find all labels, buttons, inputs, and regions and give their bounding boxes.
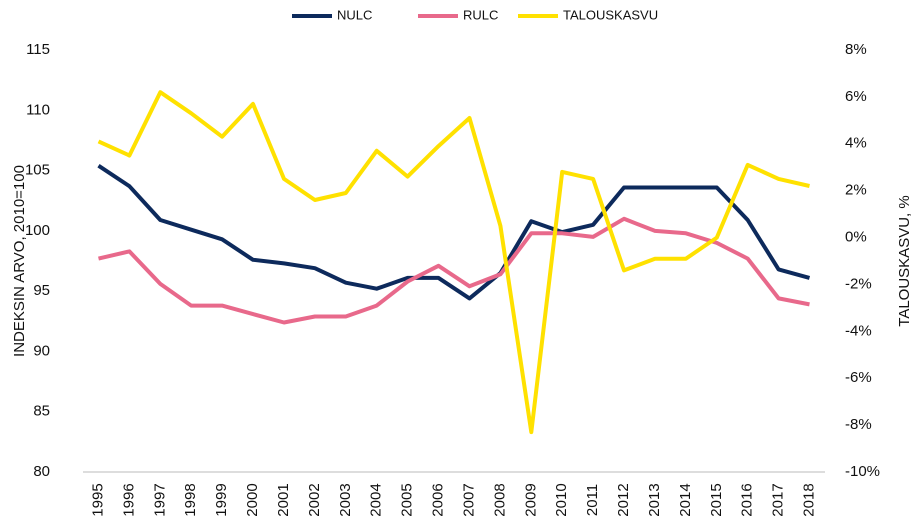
y2-tick-label: 8% (845, 41, 867, 58)
x-tick-label: 2012 (615, 483, 632, 516)
series-line (97, 164, 811, 301)
x-tick-label: 2014 (677, 483, 694, 516)
x-tick-label: 2010 (553, 483, 570, 516)
y2-tick-label: 6% (845, 88, 867, 105)
x-tick-label: 2004 (368, 483, 385, 516)
y2-tick-label: -6% (845, 369, 872, 386)
legend-label: NULC (337, 7, 372, 22)
x-tick-label: 2016 (739, 483, 756, 516)
y-tick-label: 85 (33, 403, 50, 420)
y-tick-label: 100 (25, 222, 50, 239)
x-tick-label: 2018 (801, 483, 818, 516)
x-tick-label: 2005 (399, 483, 416, 516)
y-axis-title: INDEKSIN ARVO, 2010=100 (11, 165, 28, 357)
x-tick-label: 2000 (244, 483, 261, 516)
y2-tick-label: -2% (845, 275, 872, 292)
x-tick-label: 2007 (460, 483, 477, 516)
x-tick-label: 2015 (708, 483, 725, 516)
x-tick-label: 2003 (337, 483, 354, 516)
y-tick-label: 110 (26, 101, 50, 118)
y2-axis-title: TALOUSKASVU, % (896, 195, 913, 326)
x-tick-label: 2006 (430, 483, 447, 516)
x-tick-label: 1997 (151, 483, 168, 516)
y2-tick-label: 4% (845, 135, 867, 152)
y2-tick-label: 0% (845, 229, 867, 246)
y2-tick-label: 2% (845, 182, 867, 199)
x-tick-label: 1996 (120, 483, 137, 516)
legend-label: RULC (463, 7, 498, 22)
x-tick-label: 1995 (89, 483, 106, 516)
legend-label: TALOUSKASVU (563, 7, 658, 22)
y-tick-label: 105 (25, 162, 50, 179)
x-tick-label: 2011 (584, 484, 601, 516)
y-tick-label: 80 (33, 463, 50, 480)
x-tick-label: 2009 (522, 483, 539, 516)
series-line (97, 90, 810, 435)
series-line (98, 216, 810, 325)
y2-tick-label: -10% (845, 463, 880, 480)
x-tick-label: 1998 (182, 483, 199, 516)
x-tick-label: 2013 (646, 483, 663, 516)
y-tick-label: 90 (33, 342, 50, 359)
y2-tick-label: -4% (845, 322, 872, 339)
x-tick-label: 1999 (213, 483, 230, 516)
y-tick-label: 115 (26, 41, 50, 58)
x-tick-label: 2017 (770, 483, 787, 516)
y2-tick-label: -8% (845, 416, 872, 433)
x-tick-label: 2002 (306, 483, 323, 516)
x-tick-label: 2001 (275, 483, 292, 516)
y-tick-label: 95 (33, 282, 50, 299)
x-tick-label: 2008 (491, 483, 508, 516)
